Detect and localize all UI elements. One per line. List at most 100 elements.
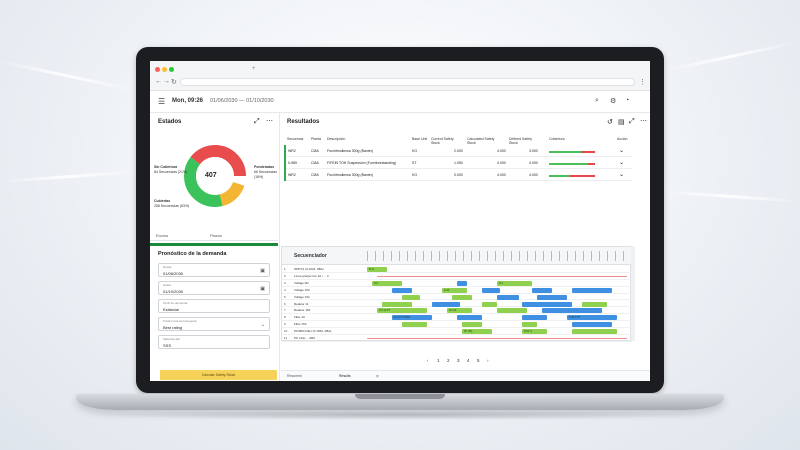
gantt-block[interactable] bbox=[462, 322, 482, 328]
gantt-block[interactable] bbox=[537, 294, 567, 300]
hamburger-icon[interactable]: ☰ bbox=[158, 97, 166, 106]
gantt-block[interactable] bbox=[367, 338, 627, 339]
chevron-down-icon[interactable]: ⌄ bbox=[619, 148, 625, 154]
calcular-button[interactable]: Calcular Safety Stock bbox=[160, 370, 277, 380]
gantt-block[interactable] bbox=[482, 287, 500, 293]
page-5[interactable]: 5 bbox=[477, 358, 480, 363]
back-icon[interactable]: ← bbox=[155, 78, 162, 85]
gantt-block[interactable]: R.2 bbox=[497, 280, 532, 286]
chevron-down-icon[interactable]: ⌄ bbox=[260, 322, 265, 328]
search-icon[interactable]: ⌕ bbox=[595, 97, 599, 104]
page-2[interactable]: 2 bbox=[447, 358, 450, 363]
gantt-row[interactable]: 3 Vollage Mil R.6 R.2 bbox=[282, 280, 632, 287]
gantt-block[interactable] bbox=[392, 287, 412, 293]
chevron-down-icon[interactable]: ⌄ bbox=[619, 172, 625, 178]
desde-field[interactable]: Desde 01/06/2030 ▣ bbox=[158, 263, 270, 277]
expand-icon[interactable]: ⤢ bbox=[629, 118, 635, 125]
gantt-row[interactable]: 7 Reaktor 152 R.5.12.PT B.6.00 bbox=[282, 307, 632, 315]
tab-results[interactable]: Results bbox=[339, 374, 351, 378]
tab-resumen[interactable]: Resumen bbox=[287, 374, 302, 378]
gantt-block[interactable]: B.11 bbox=[367, 267, 387, 272]
prev-page-icon[interactable]: ‹ bbox=[427, 358, 429, 363]
gantt-block[interactable] bbox=[532, 287, 552, 293]
more-icon[interactable]: ⋯ bbox=[266, 118, 273, 125]
maximize-dot-icon[interactable] bbox=[169, 67, 174, 72]
gantt-block[interactable] bbox=[572, 329, 617, 335]
forward-icon[interactable]: → bbox=[163, 78, 170, 85]
gantt-block[interactable] bbox=[497, 308, 527, 314]
tab-plazos[interactable]: Plazos bbox=[210, 233, 223, 238]
browser-menu-icon[interactable]: ⋮ bbox=[639, 79, 646, 86]
minimize-dot-icon[interactable] bbox=[162, 67, 167, 72]
preferencia-select[interactable]: Preferencia de búsqueda Best rating ⌄ bbox=[158, 317, 270, 331]
page-4[interactable]: 4 bbox=[467, 358, 470, 363]
more-icon[interactable]: ⋯ bbox=[640, 118, 647, 125]
gantt-row[interactable]: 2 Línea granja Cuc 10 / ... 3 bbox=[282, 273, 632, 280]
gantt-block[interactable]: N.30.4.PT bbox=[567, 315, 617, 321]
close-dot-icon[interactable] bbox=[155, 67, 160, 72]
page-3[interactable]: 3 bbox=[457, 358, 460, 363]
table-row[interactable]: WR2 CI8A Fruchtmolkewa 300g (Banter) KG … bbox=[284, 145, 632, 157]
gantt-block[interactable] bbox=[377, 275, 627, 277]
gantt-scrollbar[interactable] bbox=[631, 246, 635, 341]
reload-icon[interactable]: ↻ bbox=[171, 79, 177, 86]
url-bar[interactable] bbox=[180, 78, 635, 86]
gantt-block[interactable] bbox=[542, 308, 602, 314]
cell-defined[interactable]: 4.000 bbox=[529, 161, 538, 165]
gantt-row[interactable]: 11 PF Ciclo ... 0BA bbox=[282, 335, 632, 342]
gantt-block[interactable] bbox=[522, 315, 547, 321]
gantt-block[interactable] bbox=[402, 294, 420, 300]
gantt-block[interactable] bbox=[457, 280, 467, 286]
gantt-block[interactable] bbox=[452, 294, 472, 300]
calendar-icon[interactable]: ▣ bbox=[260, 286, 265, 292]
gantt-row-number: 10 bbox=[284, 329, 288, 334]
gantt-block[interactable]: B.6.00 bbox=[447, 308, 472, 314]
expand-icon[interactable]: ⤢ bbox=[254, 118, 260, 125]
gantt-block[interactable] bbox=[382, 301, 412, 307]
close-icon[interactable]: × bbox=[376, 374, 379, 380]
gantt-block[interactable] bbox=[497, 294, 519, 300]
gantt-block[interactable] bbox=[457, 315, 482, 321]
gantt-block[interactable]: R.6 bbox=[372, 280, 402, 286]
gantt-block[interactable]: F(50.7) bbox=[522, 329, 547, 335]
gantt-row[interactable]: 6 Reaktor 11 bbox=[282, 301, 632, 308]
filter-icon[interactable]: ⚙ bbox=[610, 98, 617, 105]
material-field[interactable]: Material Hall SSS bbox=[158, 335, 270, 349]
table-row[interactable]: WR2 CI8A Fruchtmolkewa 300g (Banter) KG … bbox=[284, 169, 632, 181]
gantt-block[interactable] bbox=[482, 301, 497, 307]
cell-defined[interactable]: 3.000 bbox=[529, 149, 538, 153]
gantt-block[interactable]: R.5.12.PT bbox=[377, 308, 427, 314]
gantt-block[interactable]: R.4.1.PT 6200 bbox=[392, 315, 432, 321]
date-range-selector[interactable]: 01/06/2030 — 01/10/2030 bbox=[210, 98, 274, 104]
table-row[interactable]: 0-989 CI8A F/FEIN TOH Suspension (Furnit… bbox=[284, 157, 632, 169]
gantt-block[interactable]: R.30 bbox=[442, 287, 467, 293]
gantt-block[interactable]: PF (50) bbox=[462, 329, 492, 335]
calendar-icon[interactable]: ▣ bbox=[260, 268, 265, 274]
chevron-down-icon[interactable]: ⌄ bbox=[619, 160, 625, 166]
next-page-icon[interactable]: › bbox=[487, 358, 489, 363]
perfil-select[interactable]: Perfil de demanda Estándar bbox=[158, 299, 270, 313]
gantt-row[interactable]: 8 Filter 10 R.4.1.PT 6200 N.30.4.PT bbox=[282, 314, 632, 322]
gantt-block[interactable] bbox=[572, 322, 612, 328]
cell-defined[interactable]: 4.000 bbox=[529, 173, 538, 177]
tab-envios[interactable]: Envíos bbox=[156, 233, 169, 238]
gantt-block[interactable] bbox=[432, 301, 460, 307]
gantt-block[interactable] bbox=[582, 301, 607, 307]
gantt-row[interactable]: 10 PF/M84 Filler (0-1652, 0BA) PF (50) F(50… bbox=[282, 328, 632, 335]
gantt-row[interactable]: 5 Vollage 152 bbox=[282, 294, 632, 301]
gantt-row[interactable]: 4 Vollage 152 R.30 bbox=[282, 287, 632, 294]
page-1[interactable]: 1 bbox=[437, 358, 440, 363]
new-tab-icon[interactable]: + bbox=[252, 66, 256, 72]
gantt-block[interactable] bbox=[402, 322, 427, 328]
bell-icon[interactable]: ◔ bbox=[625, 97, 630, 104]
hasta-field[interactable]: Hasta 01/10/2030 ▣ bbox=[158, 281, 270, 295]
gantt-block-label: R.30 bbox=[444, 288, 450, 292]
save-icon[interactable]: ▤ bbox=[618, 119, 625, 126]
gantt-block[interactable] bbox=[572, 287, 612, 293]
history-icon[interactable]: ↺ bbox=[607, 119, 613, 126]
gantt-block[interactable] bbox=[522, 322, 537, 328]
gantt-block[interactable] bbox=[522, 301, 572, 307]
cell-current: 1.050 bbox=[454, 161, 463, 165]
gantt-row[interactable]: 9 Filter 152 bbox=[282, 321, 632, 329]
gantt-row[interactable]: 1 3RP7(4 (0-1623, 0BA) B.11 bbox=[282, 266, 632, 273]
